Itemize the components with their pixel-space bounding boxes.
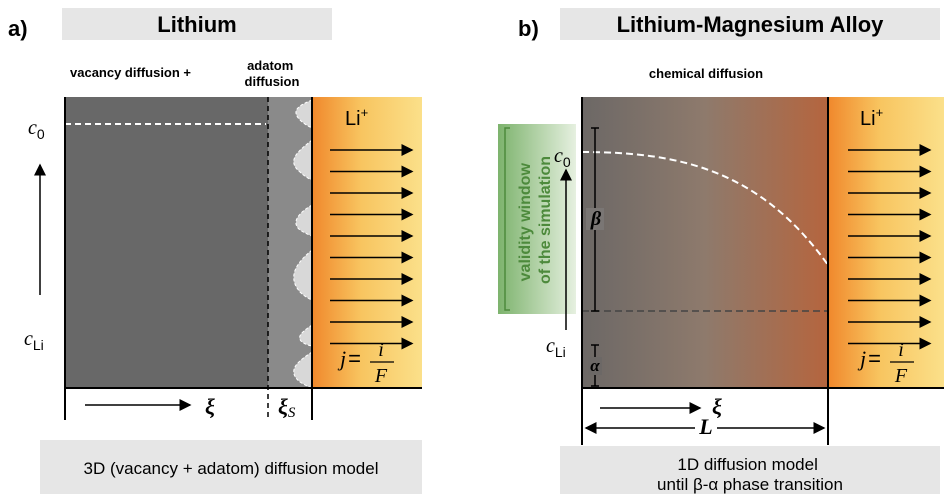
flux-numerator: i (898, 339, 904, 361)
symbol: Li (860, 108, 876, 130)
symbol: = (348, 346, 361, 371)
caption-line: until β-α phase transition (657, 475, 843, 494)
c0-label: c0 (28, 117, 45, 142)
panel-title: Lithium-Magnesium Alloy (617, 12, 885, 37)
superscript: + (361, 105, 369, 120)
flux-denominator: F (894, 365, 908, 387)
beta-label: β (590, 208, 602, 230)
panel-title: Lithium (157, 12, 236, 37)
annotation: chemical diffusion (649, 66, 763, 81)
flux-numerator: i (378, 339, 384, 361)
superscript: + (876, 105, 884, 120)
figure: a) Lithium vacancy diffusion + adatom di… (0, 0, 944, 494)
validity-line: of the simulation (537, 156, 554, 284)
subscript: 0 (563, 154, 571, 170)
subscript: Li (555, 344, 566, 360)
caption-line: 1D diffusion model (677, 455, 818, 474)
caption: 1D diffusion model until β-α phase trans… (657, 455, 843, 494)
symbol: c (546, 335, 555, 357)
alloy-bulk (582, 97, 828, 388)
xi-label: ξ (205, 394, 215, 419)
subscript: Li (33, 337, 44, 353)
cli-label: cLi (546, 335, 566, 360)
lithium-bulk (65, 97, 268, 388)
caption: 3D (vacancy + adatom) diffusion model (84, 459, 379, 478)
subscript: S (288, 405, 296, 421)
panel-label: a) (8, 16, 28, 41)
cli-label: cLi (24, 328, 44, 353)
subscript: 0 (37, 126, 45, 142)
annotation: adatom diffusion (245, 58, 300, 89)
flux-denominator: F (374, 365, 388, 387)
symbol: ξ (278, 394, 288, 419)
flux-label: j= (857, 346, 881, 371)
symbol: c (28, 117, 37, 139)
electrolyte (828, 97, 944, 388)
alpha-label: α (590, 356, 600, 375)
panel-label: b) (518, 16, 539, 41)
symbol: c (24, 328, 33, 350)
annotation-line: adatom (247, 58, 293, 73)
flux-label: j= (337, 346, 361, 371)
annotation-line: diffusion (245, 74, 300, 89)
electrolyte (312, 97, 422, 388)
length-label: L (698, 414, 712, 439)
symbol: c (554, 145, 563, 167)
symbol: = (868, 346, 881, 371)
xi-s-label: ξS (278, 394, 296, 421)
validity-line: validity window (517, 163, 534, 282)
symbol: Li (345, 108, 361, 130)
annotation: vacancy diffusion + (70, 65, 191, 80)
